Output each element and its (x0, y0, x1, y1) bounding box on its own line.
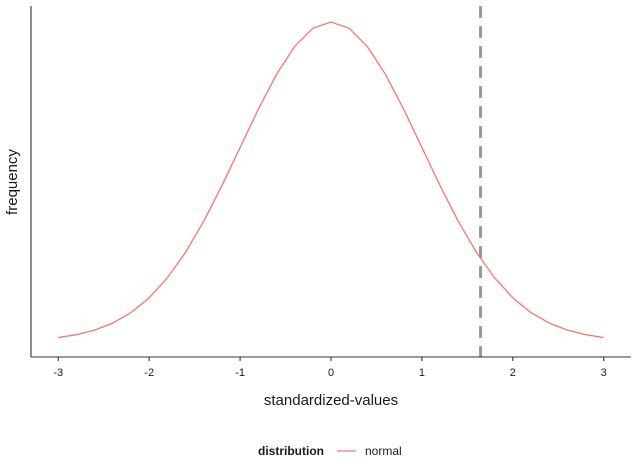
x-tick-label: -1 (235, 367, 245, 379)
x-tick-label: 0 (328, 367, 334, 379)
x-tick-label: 1 (419, 367, 425, 379)
legend-label-normal: normal (365, 444, 402, 458)
x-axis-ticks: -3 -2 -1 0 1 2 3 (53, 357, 607, 379)
x-tick-label: 2 (510, 367, 516, 379)
legend: distribution normal (258, 444, 402, 458)
x-tick-label: 3 (601, 367, 607, 379)
x-axis-title: standardized-values (264, 392, 398, 409)
series-line-normal (58, 21, 604, 339)
y-axis-title: frequency (4, 149, 21, 215)
x-tick-label: -3 (53, 367, 63, 379)
plot-area (58, 6, 604, 357)
x-tick-label: -2 (144, 367, 154, 379)
legend-title: distribution (258, 444, 324, 458)
